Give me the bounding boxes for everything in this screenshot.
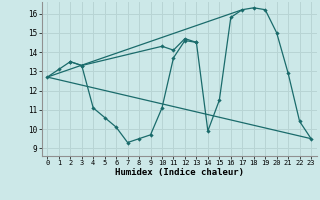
X-axis label: Humidex (Indice chaleur): Humidex (Indice chaleur) (115, 168, 244, 177)
